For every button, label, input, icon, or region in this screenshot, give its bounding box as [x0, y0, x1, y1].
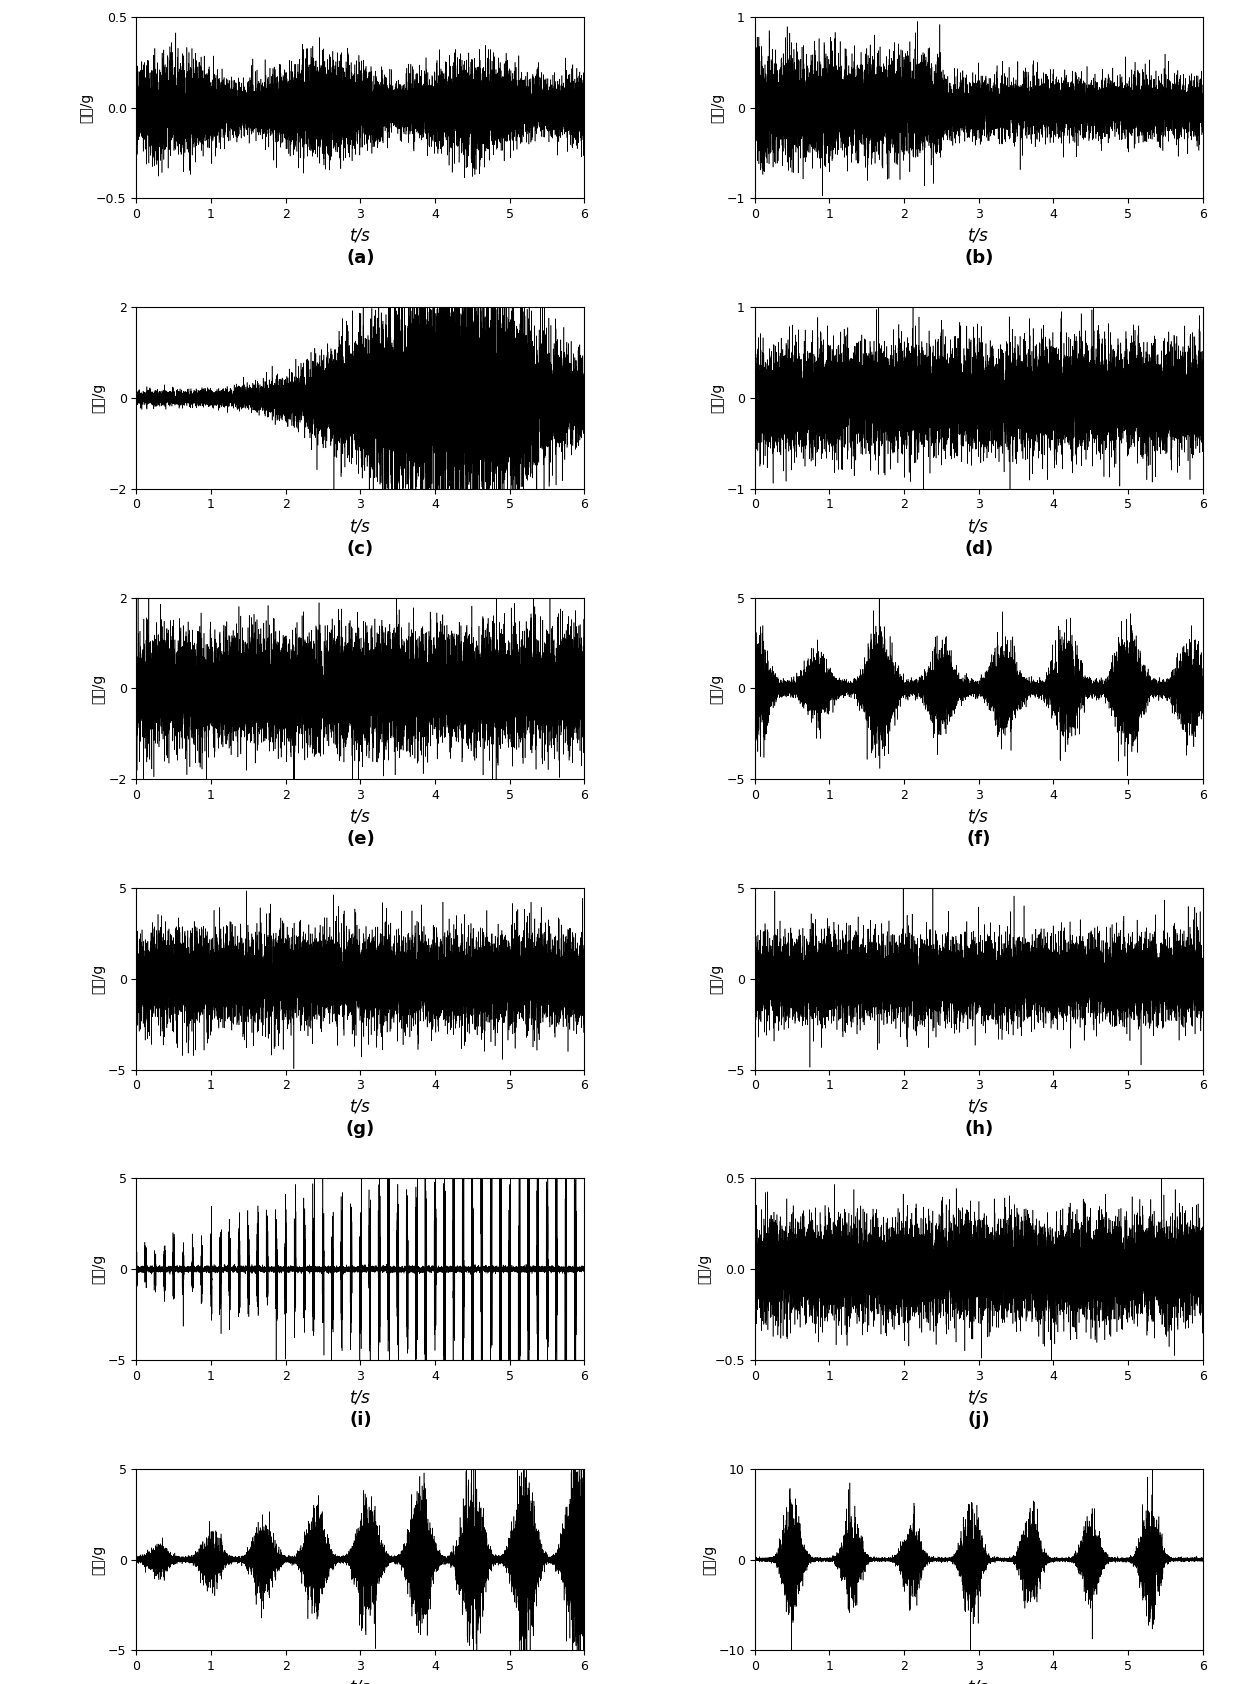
Y-axis label: 幅値/g: 幅値/g [698, 1255, 712, 1285]
Text: (e): (e) [346, 830, 374, 849]
X-axis label: t/s: t/s [968, 1098, 990, 1116]
X-axis label: t/s: t/s [968, 517, 990, 536]
X-axis label: t/s: t/s [968, 807, 990, 825]
X-axis label: t/s: t/s [350, 1679, 371, 1684]
Y-axis label: 幅値/g: 幅値/g [702, 1544, 715, 1575]
Y-axis label: 幅値/g: 幅値/g [709, 382, 724, 413]
Text: (a): (a) [346, 249, 374, 268]
X-axis label: t/s: t/s [968, 1679, 990, 1684]
Y-axis label: 幅値/g: 幅値/g [92, 1255, 105, 1285]
Y-axis label: 幅値/g: 幅値/g [79, 93, 93, 123]
X-axis label: t/s: t/s [350, 517, 371, 536]
Text: (g): (g) [346, 1120, 374, 1138]
X-axis label: t/s: t/s [350, 1388, 371, 1406]
X-axis label: t/s: t/s [350, 807, 371, 825]
X-axis label: t/s: t/s [968, 1388, 990, 1406]
Y-axis label: 幅値/g: 幅値/g [709, 674, 724, 704]
Text: (d): (d) [965, 539, 993, 557]
X-axis label: t/s: t/s [350, 227, 371, 244]
X-axis label: t/s: t/s [350, 1098, 371, 1116]
Y-axis label: 幅値/g: 幅値/g [709, 93, 724, 123]
Y-axis label: 幅値/g: 幅値/g [92, 382, 105, 413]
Text: (f): (f) [966, 830, 991, 849]
Y-axis label: 幅値/g: 幅値/g [709, 963, 724, 994]
Text: (j): (j) [967, 1411, 990, 1428]
Text: (h): (h) [965, 1120, 993, 1138]
Y-axis label: 幅値/g: 幅値/g [92, 963, 105, 994]
X-axis label: t/s: t/s [968, 227, 990, 244]
Text: (i): (i) [350, 1411, 372, 1428]
Y-axis label: 幅値/g: 幅値/g [92, 674, 105, 704]
Text: (b): (b) [963, 249, 993, 268]
Y-axis label: 幅値/g: 幅値/g [92, 1544, 105, 1575]
Text: (c): (c) [347, 539, 374, 557]
